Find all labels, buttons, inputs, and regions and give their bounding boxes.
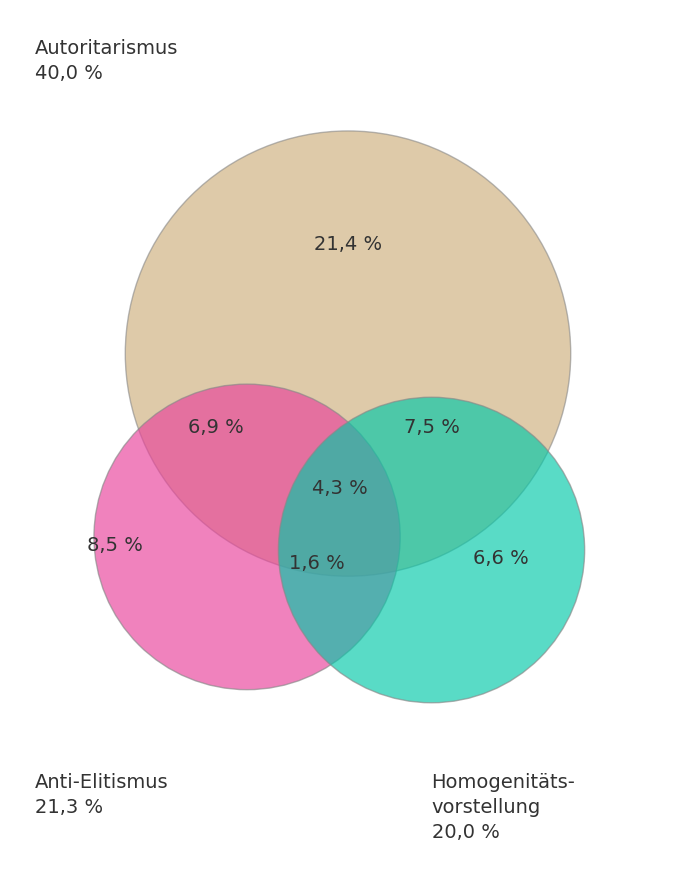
Text: 6,9 %: 6,9 % (188, 418, 244, 437)
Text: 1,6 %: 1,6 % (289, 553, 345, 573)
Text: Anti-Elitismus
21,3 %: Anti-Elitismus 21,3 % (35, 773, 168, 816)
Text: Autoritarismus
40,0 %: Autoritarismus 40,0 % (35, 39, 178, 83)
Text: 4,3 %: 4,3 % (312, 479, 367, 498)
Text: 8,5 %: 8,5 % (87, 536, 143, 555)
Ellipse shape (94, 384, 400, 690)
Text: Homogenitäts-
vorstellung
20,0 %: Homogenitäts- vorstellung 20,0 % (432, 773, 576, 842)
Ellipse shape (278, 397, 585, 703)
Text: 6,6 %: 6,6 % (473, 549, 529, 568)
Text: 7,5 %: 7,5 % (404, 418, 459, 437)
Ellipse shape (125, 131, 571, 576)
Text: 21,4 %: 21,4 % (314, 235, 382, 254)
